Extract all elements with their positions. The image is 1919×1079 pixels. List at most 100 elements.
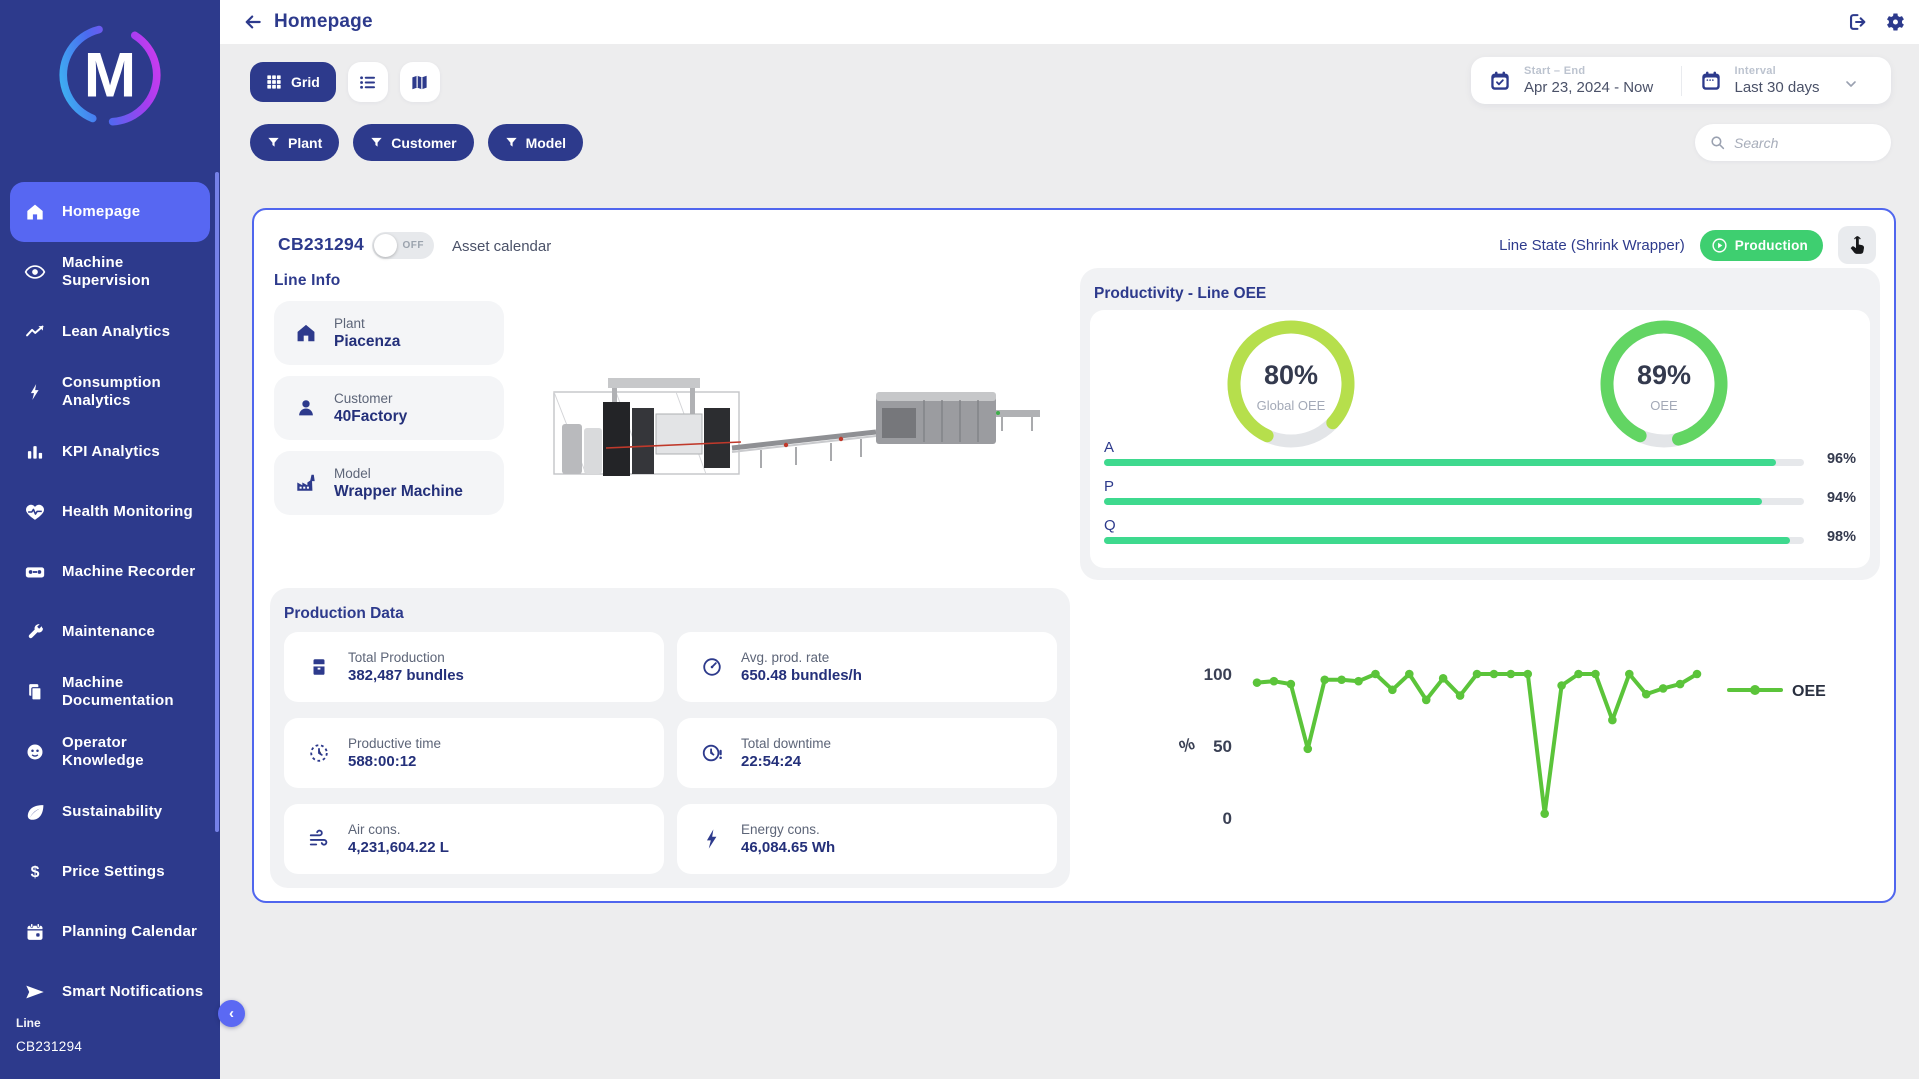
leaf-icon [24,801,46,823]
person-icon [299,400,313,416]
clock-dashed-icon [310,744,328,762]
line-info-item-customer: Customer 40Factory [274,376,504,440]
oee-trend-chart: 100 50 0 % OEE [1154,638,1884,873]
bar-performance: P 94% [1104,478,1856,506]
funnel-icon [371,137,382,147]
map-icon [412,75,427,89]
productivity-title: Productivity - Line OEE [1094,285,1267,302]
sidebar-item-machine-recorder[interactable]: Machine Recorder [10,542,210,602]
data-item-air-cons: Air cons. 4,231,604.22 L [284,804,664,874]
hand-pointer-button[interactable] [1838,226,1876,264]
interval-label: Interval [1734,65,1777,77]
send-icon [24,981,46,1003]
dollar-icon: $ [24,861,46,883]
view-list-button[interactable] [347,62,388,102]
svg-text:$: $ [31,864,40,881]
sidebar-item-lean-analytics[interactable]: Lean Analytics [10,302,210,362]
sidebar-collapse-button[interactable]: ‹ [218,1000,245,1027]
ytick-100: 100 [1204,665,1232,684]
interval-select[interactable]: Interval Last 30 days [1682,65,1892,96]
chevron-down-icon [1845,80,1856,87]
factory-icon [297,474,315,491]
filter-model-button[interactable]: Model [487,124,584,161]
play-circle-icon [1712,237,1727,253]
calendar-icon [1701,71,1720,90]
grid-icon [267,75,281,89]
recorder-icon [24,561,46,583]
filter-customer-button[interactable]: Customer [353,124,474,161]
gauge-oee: 89% OEE [1594,314,1734,454]
view-map-button[interactable] [399,62,440,102]
apq-bars: A 96% P 94% Q 98% [1104,440,1856,557]
logout-icon[interactable] [1845,10,1869,34]
back-button[interactable] [240,9,266,35]
energy-icon [706,829,717,849]
sidebar-item-consumption-analytics[interactable]: Consumption Analytics [10,362,210,422]
oee-line-series [1252,669,1702,818]
sidebar-scrollbar[interactable] [215,172,219,832]
toggle-knob [374,234,397,257]
toggle-state-label: OFF [402,240,424,251]
view-toggles: Grid [250,62,440,102]
sidebar-item-kpi-analytics[interactable]: KPI Analytics [10,422,210,482]
home-icon [24,201,46,223]
search-input[interactable] [1734,134,1874,151]
sidebar-footer: Line CB231294 [16,1016,82,1054]
sidebar-item-health-monitoring[interactable]: Health Monitoring [10,482,210,542]
sidebar-menu: Homepage Machine Supervision Lean Analyt… [0,182,220,1022]
sidebar-item-machine-supervision[interactable]: Machine Supervision [10,242,210,302]
hand-pointer-icon [1850,235,1864,254]
data-item-total-downtime: Total downtime 22:54:24 [677,718,1057,788]
filter-plant-button[interactable]: Plant [250,124,340,161]
content-area: Grid Start – End Apr 23, 2024 - Now [220,44,1919,1079]
app-logo: M [0,0,220,170]
productivity-card [1090,310,1870,568]
production-data-title: Production Data [284,605,404,622]
data-item-energy-cons: Energy cons. 46,084.65 Wh [677,804,1057,874]
ytick-50: 50 [1213,737,1232,756]
sidebar-item-maintenance[interactable]: Maintenance [10,602,210,662]
sidebar: M Homepage Machine Supervision Lean Anal… [0,0,220,1079]
sidebar-item-smart-notifications[interactable]: Smart Notifications [10,962,210,1022]
ytick-0: 0 [1223,809,1232,828]
calendar-icon [24,921,46,943]
asset-calendar-toggle[interactable]: OFF [372,232,434,259]
home-icon [297,324,315,342]
arrow-left-icon [245,15,261,29]
wrench-icon [24,621,46,643]
machine-line-image [553,378,1040,476]
date-range-card: Start – End Apr 23, 2024 - Now Interval … [1471,57,1891,104]
sidebar-item-homepage[interactable]: Homepage [10,182,210,242]
production-data-section: Production Data Total Production 382,487… [270,588,1070,888]
bar-quality: Q 98% [1104,517,1856,545]
sidebar-item-price-settings[interactable]: $ Price Settings [10,842,210,902]
funnel-icon [505,137,517,147]
bar-chart-icon [24,441,46,463]
sidebar-item-operator-knowledge[interactable]: Operator Knowledge [10,722,210,782]
line-state-label: Line State (Shrink Wrapper) [1499,236,1685,254]
search-icon [1711,136,1725,150]
calendar-check-icon [1491,71,1509,90]
gauge-global-oee: 80% Global OEE [1221,314,1361,454]
documents-icon [24,681,46,703]
date-range-label: Start – End [1524,65,1586,77]
svg-text:M: M [84,40,137,110]
status-badge: Production [1699,229,1823,261]
line-info-section: Line Info Plant Piacenza Customer 40Fact… [274,272,506,515]
sidebar-item-planning-calendar[interactable]: Planning Calendar [10,902,210,962]
date-range-value: Apr 23, 2024 - Now [1524,79,1654,96]
page-title: Homepage [274,11,373,32]
settings-gear-icon[interactable] [1883,10,1907,34]
sidebar-item-sustainability[interactable]: Sustainability [10,782,210,842]
date-range-picker[interactable]: Start – End Apr 23, 2024 - Now [1471,65,1681,96]
sidebar-item-machine-documentation[interactable]: Machine Documentation [10,662,210,722]
chevron-left-icon: ‹ [229,1005,234,1022]
machine-card: CB231294 OFF Asset calendar Line State (… [252,208,1896,903]
view-grid-button[interactable]: Grid [250,62,336,102]
air-icon [309,829,328,846]
data-item-productive-time: Productive time 588:00:12 [284,718,664,788]
legend-label: OEE [1792,683,1826,700]
data-item-avg-prod-rate: Avg. prod. rate 650.48 bundles/h [677,632,1057,702]
speedometer-icon [703,658,721,676]
line-label: Line [16,1016,41,1030]
